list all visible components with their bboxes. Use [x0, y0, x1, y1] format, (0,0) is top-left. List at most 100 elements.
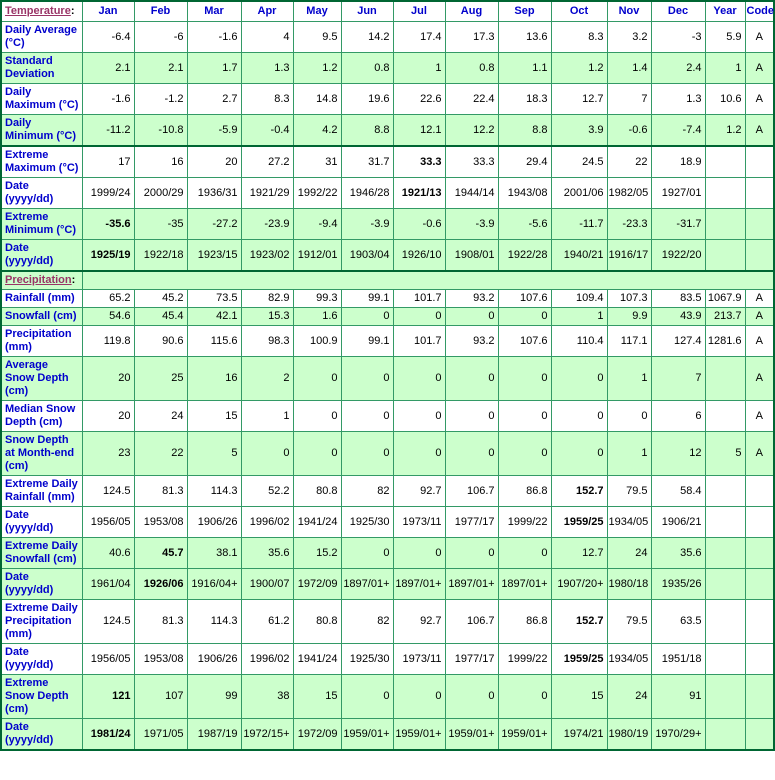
row-label: Extreme Daily Rainfall (mm)	[0, 475, 83, 507]
value-cell: 45.2	[133, 289, 188, 308]
value-cell: 7	[650, 356, 706, 401]
table-row: Extreme Daily Precipitation (mm) 124.5 81.…	[0, 599, 775, 644]
code-cell	[744, 475, 775, 507]
value-cell: 12	[650, 431, 706, 476]
row-label: Date (yyyy/dd)	[0, 718, 83, 751]
year-cell: 213.7	[704, 307, 746, 326]
value-cell: 1946/28	[340, 177, 394, 209]
value-cell: 1961/04	[81, 568, 135, 600]
value-cell: 1934/05	[606, 506, 652, 538]
code-cell	[744, 537, 775, 569]
code-cell: A	[744, 431, 775, 476]
value-cell: 33.3	[392, 145, 446, 178]
row-label: Extreme Minimum (°C)	[0, 208, 83, 240]
value-cell: 0	[497, 674, 552, 719]
value-cell: -23.3	[606, 208, 652, 240]
code-cell	[744, 208, 775, 240]
value-cell: 0	[292, 400, 342, 432]
value-cell: 119.8	[81, 325, 135, 357]
table-row: Date (yyyy/dd) 1999/24 2000/29 1936/31 1921/…	[0, 177, 775, 209]
value-cell: 1916/04+	[186, 568, 242, 600]
value-cell: 1987/19	[186, 718, 242, 751]
row-label: Date (yyyy/dd)	[0, 177, 83, 209]
value-cell: 79.5	[606, 475, 652, 507]
value-cell: 83.5	[650, 289, 706, 308]
value-cell: 54.6	[81, 307, 135, 326]
value-cell: -23.9	[240, 208, 294, 240]
value-cell: 1999/24	[81, 177, 135, 209]
value-cell: 82.9	[240, 289, 294, 308]
value-cell: -3.9	[444, 208, 499, 240]
value-cell: 86.8	[497, 599, 552, 644]
value-cell: 107	[133, 674, 188, 719]
value-cell: 124.5	[81, 599, 135, 644]
value-cell: 0	[444, 356, 499, 401]
value-cell: 1999/22	[497, 643, 552, 675]
value-cell: 8.8	[497, 114, 552, 147]
temperature-link[interactable]: Temperature	[5, 5, 71, 17]
value-cell: -5.6	[497, 208, 552, 240]
column-header-aug: Aug	[444, 0, 499, 22]
value-cell: 2.4	[650, 52, 706, 84]
value-cell: 9.5	[292, 21, 342, 53]
row-label: Standard Deviation	[0, 52, 83, 84]
value-cell: 115.6	[186, 325, 242, 357]
value-cell: 1906/26	[186, 506, 242, 538]
value-cell: 20	[81, 400, 135, 432]
row-label: Rainfall (mm)	[0, 289, 83, 308]
value-cell: -35	[133, 208, 188, 240]
value-cell: 0	[392, 537, 446, 569]
precipitation-link[interactable]: Precipitation	[5, 274, 72, 286]
value-cell: -1.6	[81, 83, 135, 115]
code-cell: A	[744, 83, 775, 115]
value-cell: 0	[444, 537, 499, 569]
climate-normals-table: Temperature: Jan Feb Mar Apr May Jun Jul Aug Sep O…	[0, 0, 775, 751]
code-cell	[744, 599, 775, 644]
value-cell: -27.2	[186, 208, 242, 240]
value-cell: 3.2	[606, 21, 652, 53]
value-cell: 82	[340, 475, 394, 507]
year-cell	[704, 145, 746, 178]
value-cell: 1.4	[606, 52, 652, 84]
value-cell: 31.7	[340, 145, 394, 178]
year-cell: 5	[704, 431, 746, 476]
section-row: Precipitation:	[0, 270, 775, 290]
value-cell: -11.2	[81, 114, 135, 147]
value-cell: 80.8	[292, 599, 342, 644]
value-cell: 1959/25	[550, 506, 608, 538]
value-cell: 65.2	[81, 289, 135, 308]
value-cell: 92.7	[392, 475, 446, 507]
code-cell: A	[744, 400, 775, 432]
value-cell: 1922/28	[497, 239, 552, 272]
value-cell: 1934/05	[606, 643, 652, 675]
value-cell: 17.4	[392, 21, 446, 53]
table-row: Date (yyyy/dd) 1925/19 1922/18 1923/15 1923/…	[0, 239, 775, 272]
value-cell: 1980/18	[606, 568, 652, 600]
value-cell: 106.7	[444, 599, 499, 644]
column-header-apr: Apr	[240, 0, 294, 22]
value-cell: 0	[550, 356, 608, 401]
year-cell: 1	[704, 52, 746, 84]
value-cell: 86.8	[497, 475, 552, 507]
value-cell: 1	[392, 52, 446, 84]
value-cell: 99.1	[340, 325, 394, 357]
value-cell: 0	[340, 400, 394, 432]
value-cell: 1982/05	[606, 177, 652, 209]
value-cell: 1923/15	[186, 239, 242, 272]
value-cell: 1.1	[497, 52, 552, 84]
value-cell: 1940/21	[550, 239, 608, 272]
value-cell: 109.4	[550, 289, 608, 308]
value-cell: 1	[606, 431, 652, 476]
value-cell: 7	[606, 83, 652, 115]
code-cell	[744, 145, 775, 178]
year-cell	[704, 208, 746, 240]
value-cell: -6	[133, 21, 188, 53]
value-cell: 0	[497, 356, 552, 401]
value-cell: 1935/26	[650, 568, 706, 600]
value-cell: 1922/20	[650, 239, 706, 272]
value-cell: 1959/25	[550, 643, 608, 675]
row-label: Daily Maximum (°C)	[0, 83, 83, 115]
value-cell: 1912/01	[292, 239, 342, 272]
value-cell: 0	[392, 431, 446, 476]
table-body: Temperature: Jan Feb Mar Apr May Jun Jul Aug Sep O…	[0, 0, 775, 751]
